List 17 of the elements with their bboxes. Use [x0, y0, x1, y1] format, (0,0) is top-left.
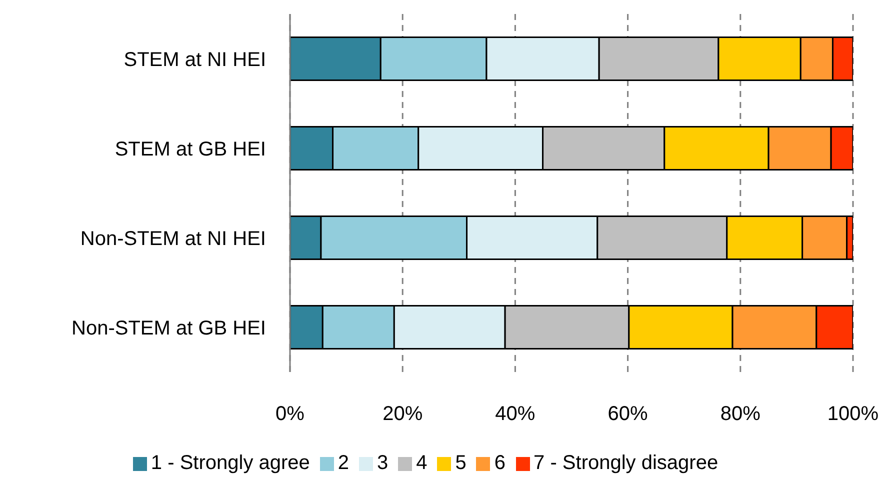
legend-label: 4 — [416, 452, 428, 474]
x-tick-label: 0% — [276, 403, 305, 426]
legend-label: 2 — [338, 452, 350, 474]
y-tick-label: STEM at NI HEI — [124, 48, 266, 71]
y-tick-label: Non-STEM at NI HEI — [80, 228, 266, 250]
y-tick-label: Non-STEM at GB HEI — [72, 317, 266, 340]
legend-label: 7 - Strongly disagree — [534, 452, 718, 474]
legend-label: 6 — [494, 452, 506, 474]
x-tick-label: 100% — [827, 403, 879, 426]
legend-label: 5 — [455, 452, 466, 474]
legend-label: 3 — [377, 452, 388, 474]
legend-label: 1 - Strongly agree — [150, 452, 310, 474]
x-tick-label: 80% — [720, 403, 761, 426]
y-tick-label: STEM at GB HEI — [114, 138, 266, 160]
x-tick-label: 40% — [495, 403, 536, 426]
x-tick-label: 60% — [608, 403, 648, 426]
x-tick-label: 20% — [382, 403, 423, 426]
